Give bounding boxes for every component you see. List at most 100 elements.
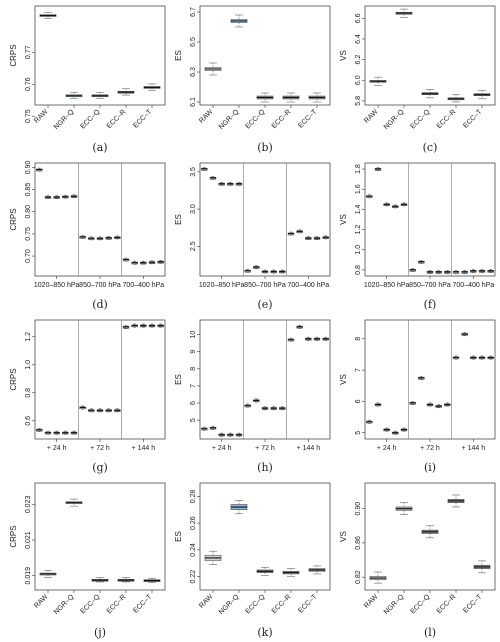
panel-f: 0.8 1.0 1.2 1.4 1.6 1.8 VS 1020–850 hPa 850–700 … [339, 162, 496, 311]
box-g2-2 [470, 355, 477, 360]
panel-j: 0.019 0.021 0.023 CRPS RAW NGR–Q ECC–Q ECC–R ECC… [9, 482, 166, 639]
box-eccq [421, 525, 439, 539]
box-eccr [447, 494, 465, 508]
box-g2-4 [157, 323, 164, 328]
y-tick-label: 0.021 [25, 531, 32, 549]
box-g2-2 [140, 323, 147, 328]
y-tick-label: 0.85 [25, 183, 32, 197]
box-ngrq [65, 498, 83, 507]
box-g0-3 [227, 432, 234, 437]
box-g0-1 [44, 195, 52, 200]
box-g1-1 [253, 398, 260, 403]
y-tick-label: 0.80 [25, 205, 32, 219]
box-g1-4 [279, 269, 286, 274]
box-g2-1 [461, 332, 468, 337]
box-g2-1 [131, 260, 138, 265]
box-g1-4 [444, 270, 451, 274]
box-g1-4 [279, 406, 286, 411]
panel-k: 0.22 0.24 0.26 0.28 ES RAW NGR–Q ECC–Q ECC–R ECC–… [174, 482, 331, 639]
y-tick-label: 6.6 [355, 13, 362, 23]
box-g0-4 [400, 202, 408, 207]
box-g0-0 [366, 419, 373, 424]
y-tick-label: 0.6 [25, 416, 32, 426]
y-tick-label: 1.2 [25, 332, 32, 342]
y-tick-label: 0.75 [25, 109, 32, 123]
box-g0-3 [62, 430, 69, 435]
box-ngrq [395, 8, 413, 18]
box-eccq [91, 577, 109, 583]
x-group-label: + 144 h [132, 445, 156, 452]
panel-i: 5 6 7 8 VS + 24 h + 72 h + 144 h (i) [339, 319, 496, 474]
box-g2-4 [322, 235, 329, 240]
panel-caption: (i) [424, 461, 436, 474]
y-axis-label: CRPS [9, 525, 18, 547]
box-g1-1 [253, 265, 260, 269]
box-eccr [447, 94, 465, 103]
x-group-label: + 24 h [47, 445, 67, 452]
plot-frame [34, 319, 166, 440]
y-tick-label: 6 [190, 401, 197, 405]
plot-frame [199, 162, 331, 277]
x-group-label: 700–400 hPa [123, 282, 165, 289]
box-ecct [473, 90, 491, 100]
x-tick-label: NGR–Q [218, 108, 241, 131]
x-tick-label: ECC–Q [409, 593, 431, 615]
plot-frame [199, 5, 331, 106]
x-tick-label: RAW [33, 108, 50, 125]
y-tick-label: 0.70 [25, 249, 32, 263]
y-axis-label: VS [339, 374, 348, 385]
x-tick-label: RAW [363, 108, 380, 125]
y-tick-label: 7 [355, 368, 362, 372]
box-g1-0 [79, 235, 86, 239]
x-tick-label: ECC–Q [79, 108, 101, 130]
y-tick-label: 2.5 [190, 241, 197, 251]
box-g2-0 [122, 257, 130, 262]
box-g0-0 [201, 426, 208, 431]
box-ngrq [230, 500, 248, 515]
box-g2-3 [313, 336, 321, 341]
plot-frame [364, 162, 496, 277]
box-ecct [143, 577, 161, 583]
panel-caption: (d) [92, 298, 108, 311]
y-tick-label: 0.75 [25, 227, 32, 241]
y-tick-label: 6 [355, 399, 362, 403]
y-tick-label: 10 [190, 331, 197, 339]
box-g1-3 [270, 406, 277, 411]
box-g0-2 [383, 202, 390, 207]
box-g0-1 [374, 402, 382, 407]
box-g0-2 [53, 430, 60, 435]
y-tick-label: 0.22 [190, 570, 197, 584]
y-tick-label: 7 [190, 384, 197, 388]
x-tick-label: ECC–T [132, 108, 154, 130]
y-tick-label: 1.8 [355, 164, 362, 174]
y-tick-label: 6.7 [190, 7, 197, 17]
y-tick-label: 5 [190, 418, 197, 422]
x-tick-label: NGR–Q [53, 593, 76, 616]
x-group-label: 850–700 hPa [244, 282, 286, 289]
box-g2-0 [452, 355, 460, 360]
box-g0-3 [227, 181, 234, 186]
box-g1-0 [244, 403, 251, 408]
y-tick-label: 0.24 [190, 543, 197, 557]
box-g0-2 [53, 195, 60, 200]
x-tick-label: ECC–T [297, 108, 319, 130]
panel-caption: (a) [92, 141, 107, 154]
y-tick-label: 3.5 [190, 167, 197, 177]
box-ecct [308, 565, 326, 575]
x-tick-label: ECC–R [436, 593, 458, 615]
x-group-label: 850–700 hPa [79, 282, 121, 289]
box-g1-2 [96, 236, 104, 241]
plot-frame [34, 5, 166, 106]
y-tick-label: 0.023 [25, 496, 32, 514]
y-tick-label: 6.5 [190, 37, 197, 47]
box-g1-0 [79, 405, 86, 410]
x-tick-label: ECC–R [271, 593, 293, 615]
box-g1-2 [426, 270, 434, 274]
y-axis-label: CRPS [9, 44, 18, 66]
box-g2-0 [122, 325, 130, 329]
box-raw [39, 12, 57, 19]
panel-g: 0.6 0.8 1.0 1.2 CRPS + 24 h + 72 h + 144 h (g) [9, 319, 166, 474]
x-tick-label: ECC–Q [244, 593, 266, 615]
box-ecct [473, 560, 491, 574]
